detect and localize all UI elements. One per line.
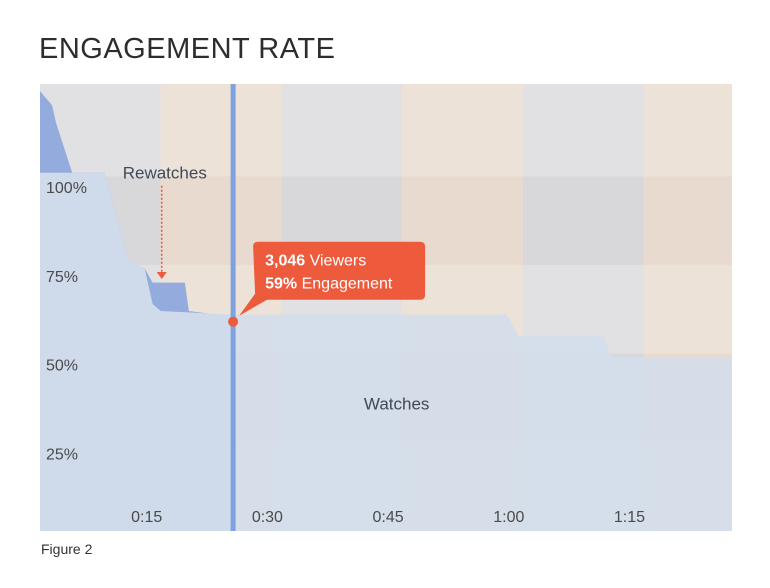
- highlight-marker: [228, 316, 239, 327]
- background-tile: [643, 264, 732, 354]
- y-tick-label: 75%: [46, 269, 78, 286]
- tooltip-engagement-value: 59%: [265, 276, 297, 293]
- tooltip-viewers-count: 3,046: [265, 253, 305, 270]
- x-tick-label: 0:15: [131, 509, 162, 526]
- rewatches-label: Rewatches: [123, 164, 207, 183]
- rewatches-arrow-head: [156, 272, 167, 280]
- y-tick-label: 50%: [46, 358, 78, 375]
- background-tile: [522, 176, 644, 265]
- x-tick-label: 0:30: [252, 509, 283, 526]
- x-tick-label: 1:15: [614, 509, 645, 526]
- tooltip-viewers: 3,046 Viewers: [265, 253, 366, 270]
- highlight-tooltip: 3,046 Viewers 59% Engagement: [239, 241, 426, 316]
- x-tick-label: 0:45: [373, 509, 404, 526]
- chart-title: ENGAGEMENT RATE: [39, 33, 336, 65]
- figure-label: Figure 2: [41, 541, 93, 557]
- x-tick-label: 1:00: [493, 509, 524, 526]
- watches-area: [40, 172, 732, 531]
- tooltip-engagement-label: Engagement: [302, 276, 393, 293]
- background-tile: [402, 84, 523, 177]
- tooltip-viewers-label: Viewers: [310, 253, 367, 270]
- background-tile: [643, 176, 732, 265]
- background-tile: [160, 84, 282, 177]
- tooltip-engagement: 59% Engagement: [265, 276, 393, 293]
- watches-label: Watches: [364, 394, 430, 413]
- background-tile: [281, 84, 403, 177]
- background-tile: [643, 84, 732, 177]
- y-tick-label: 100%: [46, 180, 87, 197]
- background-tile: [522, 84, 644, 177]
- y-tick-label: 25%: [46, 446, 78, 463]
- tooltip-bubble: [239, 241, 426, 316]
